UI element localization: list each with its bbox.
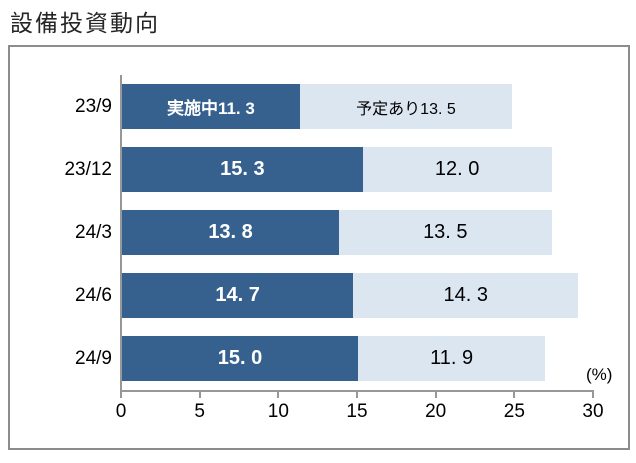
x-axis-tick-label: 30: [582, 401, 604, 422]
x-axis-tick: [120, 392, 122, 398]
x-axis-tick-label: 0: [115, 401, 127, 422]
segment-label: 予定あり13. 5: [356, 100, 456, 118]
category-label: 23/9: [75, 96, 112, 117]
x-axis-tick-label: 15: [346, 401, 368, 422]
segment-label: 12. 0: [434, 158, 480, 180]
chart-title: 設備投資動向: [10, 10, 160, 36]
x-axis-tick-label: 25: [503, 401, 525, 422]
x-axis-tick-label: 5: [194, 401, 205, 422]
bar-segment-implementing: 実施中11. 3: [122, 84, 300, 129]
bar-segment-planned: 14. 3: [353, 273, 579, 318]
bar-segment-implementing: 15. 3: [122, 147, 363, 192]
bar-segment-planned: 13. 5: [339, 210, 552, 255]
plot-area: [120, 75, 594, 392]
bar-segment-planned: 予定あり13. 5: [299, 84, 513, 129]
chart-frame: (%) 23/9 実施中11. 3 予定あり13. 5 23/12 15. 3 12. 0…: [8, 45, 630, 450]
x-axis-tick: [277, 392, 280, 398]
bar-segment-implementing: 14. 7: [122, 273, 354, 318]
axis-unit-label: (%): [586, 365, 613, 384]
bar-segment-implementing: 15. 0: [122, 336, 358, 381]
bar-segment-planned: 11. 9: [358, 336, 546, 381]
bar-segment-implementing: 13. 8: [122, 210, 340, 255]
segment-label: 15. 0: [217, 347, 263, 369]
category-label: 24/6: [75, 285, 112, 306]
category-label: 23/12: [64, 159, 112, 180]
x-axis-tick: [592, 392, 594, 398]
x-axis-tick: [434, 392, 437, 398]
category-label: 24/3: [75, 222, 112, 243]
x-axis-tick: [356, 392, 358, 398]
chart-row: 実施中11. 3 予定あり13. 5: [122, 84, 513, 129]
chart-row: 15. 3 12. 0: [122, 147, 552, 192]
category-label: 24/9: [75, 348, 112, 369]
x-axis-tick: [198, 392, 201, 398]
chart-row: 15. 0 11. 9: [122, 336, 546, 381]
bar-segment-planned: 12. 0: [362, 147, 552, 192]
segment-label: 15. 3: [220, 158, 265, 180]
segment-label: 13. 8: [208, 221, 253, 243]
segment-label: 14. 7: [215, 284, 260, 306]
x-axis-tick-label: 10: [267, 401, 289, 422]
x-axis-tick: [513, 392, 516, 398]
segment-label: 14. 3: [443, 284, 488, 306]
chart-row: 14. 7 14. 3: [122, 273, 579, 318]
segment-label: 13. 5: [423, 221, 468, 243]
chart-row: 13. 8 13. 5: [122, 210, 552, 255]
segment-label: 11. 9: [430, 347, 474, 369]
x-axis-tick-label: 20: [425, 401, 447, 422]
segment-label: 実施中11. 3: [166, 99, 255, 118]
